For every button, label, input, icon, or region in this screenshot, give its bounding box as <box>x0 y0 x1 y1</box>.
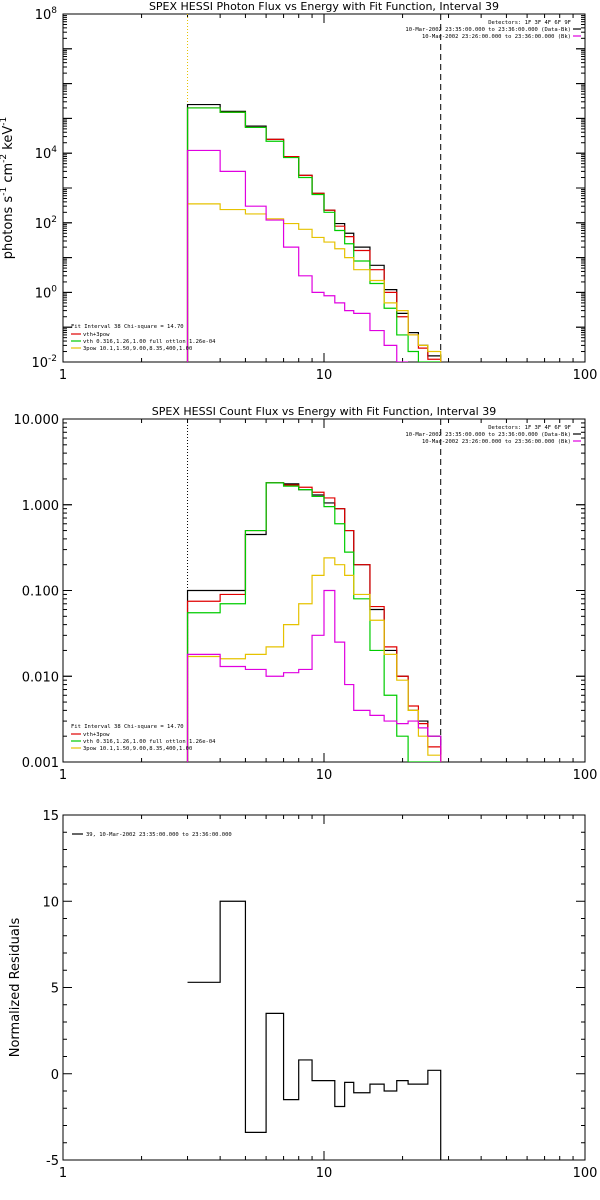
legend-top-right-text: 10-Mar-2002 23:26:00.000 to 23:36:00.000… <box>422 439 571 445</box>
series-group <box>187 900 442 1160</box>
legend-entry: vth+3pow <box>83 732 110 738</box>
chart-panel-1: SPEX HESSI Photon Flux vs Energy with Fi… <box>0 0 597 383</box>
legend-top-right-text: 10-Mar-2002 23:35:00.000 to 23:36:00.000… <box>405 432 571 438</box>
legend-top-right-text: Detectors: 1F 3F 4F 6F 9F <box>488 425 571 431</box>
series-vth-line <box>186 107 441 362</box>
y-tick-label: 1.000 <box>22 499 59 514</box>
x-tick-label: 100 <box>573 1166 598 1181</box>
legend-top-right-text: 39, 10-Mar-2002 23:35:00.000 to 23:36:00… <box>86 832 232 838</box>
x-tick-label: 100 <box>573 368 598 383</box>
y-tick-label: 5 <box>51 982 59 997</box>
y-tick-label: 0.010 <box>22 670 59 685</box>
chart-panel-2: SPEX HESSI Count Flux vs Energy with Fit… <box>14 405 598 783</box>
chart-panel-3: 1 10 100 -5 0 5 10 15 Normalized Residuals 39, 10… <box>8 809 597 1181</box>
legend-entry: 3pow 10.1,1.50,9.00,8.35,400,1.00 <box>83 346 192 352</box>
series-pow-line <box>186 203 442 362</box>
series-resid-line <box>187 900 442 1160</box>
y-tick-label: 15 <box>42 809 59 824</box>
x-tick-label: 100 <box>573 768 598 783</box>
legend-entry: vth+3pow <box>83 332 110 338</box>
series-bkg-line <box>186 149 409 362</box>
y-tick-label: 102 <box>35 215 57 232</box>
plot-frame <box>62 13 586 363</box>
series-group <box>186 482 442 762</box>
y-tick-label: 0.001 <box>22 756 59 771</box>
series-total-line <box>186 103 442 362</box>
series-vth_3pow-line <box>186 107 442 362</box>
x-tick-label: 10 <box>316 768 333 783</box>
series-total-line <box>186 482 442 762</box>
legend-entry: 3pow 10.1,1.50,9.00,8.35,400,1.00 <box>83 746 192 752</box>
y-tick-label: 10-2 <box>31 354 57 371</box>
y-tick-label: 0.100 <box>22 585 59 600</box>
y-axis-label: Normalized Residuals <box>8 918 23 1058</box>
y-tick-label: 108 <box>35 6 58 23</box>
y-tick-label: -5 <box>46 1154 59 1169</box>
y-tick-label: 104 <box>35 145 58 162</box>
legend-fit-title: Fit Interval 38 Chi-square = 14.70 <box>71 324 184 330</box>
x-tick-label: 10 <box>316 1166 333 1181</box>
legend-top-right-text: 10-Mar-2002 23:35:00.000 to 23:36:00.000… <box>405 27 571 33</box>
series-vth_3pow-line <box>186 482 442 762</box>
series-bkg-line <box>186 589 442 762</box>
y-tick-label: 10.000 <box>14 413 60 428</box>
legend-entry: vth 0.316,1.26,1.00 full ottlon 1.26e-04 <box>83 739 216 745</box>
y-tick-label: 10 <box>42 895 59 910</box>
series-group <box>186 103 442 362</box>
x-tick-label: 1 <box>59 1166 67 1181</box>
y-tick-label: 100 <box>35 284 58 301</box>
legend-fit-title: Fit Interval 38 Chi-square = 14.70 <box>71 724 184 730</box>
legend-top-right-text: Detectors: 1F 3F 4F 6F 9F <box>488 20 571 26</box>
y-axis-label: photons s-1 cm-2 keV-1 <box>0 117 16 259</box>
legend-top-right-text: 10-Mar-2002 23:26:00.000 to 23:36:00.000… <box>422 34 571 40</box>
chart-title: SPEX HESSI Photon Flux vs Energy with Fi… <box>149 0 499 13</box>
legend-entry: vth 0.316,1.26,1.00 full ottlon 1.26e-04 <box>83 339 216 345</box>
plot-frame <box>62 814 586 1161</box>
x-tick-label: 10 <box>316 368 333 383</box>
chart-title: SPEX HESSI Count Flux vs Energy with Fit… <box>152 405 496 418</box>
series-vth-line <box>186 482 441 762</box>
y-tick-label: 0 <box>51 1068 59 1083</box>
x-tick-label: 1 <box>59 768 67 783</box>
series-pow-line <box>186 557 442 762</box>
x-tick-label: 1 <box>59 368 67 383</box>
